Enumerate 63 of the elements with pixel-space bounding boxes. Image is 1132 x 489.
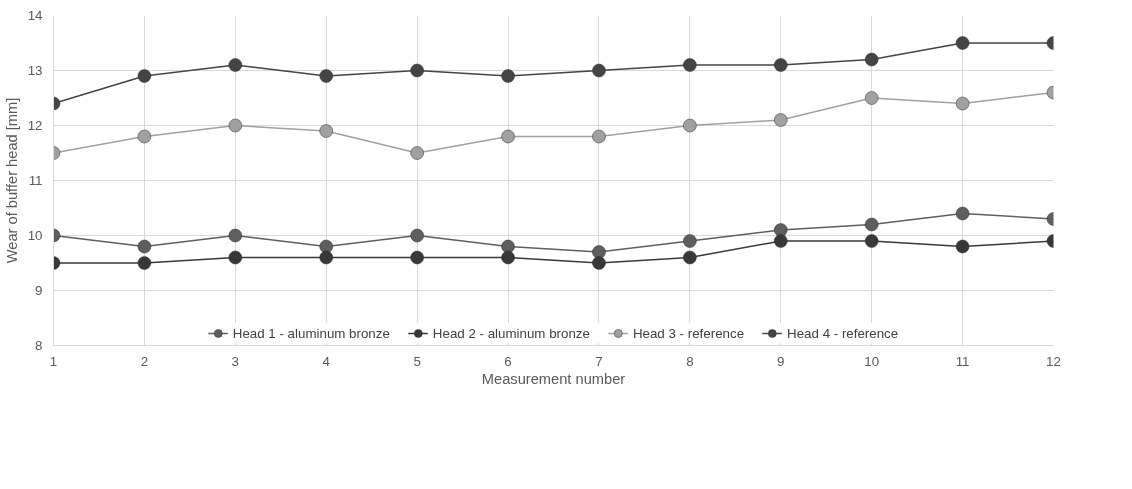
point [410,250,424,265]
y-tick-label: 8 [35,338,43,353]
legend-label: Head 4 - reference [787,325,899,341]
point [592,245,606,259]
x-tick-label: 4 [322,353,331,369]
point [864,91,879,105]
x-tick-label: 10 [864,353,880,369]
point [683,234,697,248]
legend-label: Head 2 - aluminum bronze [432,325,590,341]
x-tick-label: 3 [231,353,240,369]
point [683,118,697,133]
point [592,256,606,270]
point [501,129,515,144]
point [683,58,697,72]
legend-label: Head 3 - reference [632,325,745,341]
x-tick-label: 5 [413,353,421,369]
point [137,256,152,270]
y-axis-title: Wear of buffer head [mm] [3,97,20,264]
x-tick-label: 8 [686,353,694,369]
point [137,69,152,83]
point [955,206,970,221]
point [592,129,606,144]
point [955,96,970,111]
point [228,228,243,243]
y-tick-label: 12 [27,118,43,133]
point [137,239,152,254]
point [319,124,333,138]
point [864,234,879,248]
x-tick-label: 7 [595,353,603,369]
point [864,217,879,232]
x-tick-label: 9 [777,353,785,369]
legend-label: Head 1 - aluminum bronze [232,325,390,341]
point [501,250,515,265]
point [410,146,424,160]
y-tick-label: 13 [27,63,43,78]
y-tick-label: 11 [28,173,43,188]
x-axis-title: Measurement number [481,370,626,387]
point [319,69,333,83]
x-tick-label: 6 [504,353,512,369]
point [501,69,515,83]
point [683,250,697,265]
point [774,234,788,248]
x-tick-label: 2 [140,353,149,369]
point [774,58,788,72]
y-tick-label: 9 [35,283,43,298]
point [774,223,788,237]
point [228,250,243,265]
point [774,113,788,127]
point [592,63,606,78]
x-tick-label: 11 [955,353,970,369]
x-tick-label: 12 [1046,353,1061,369]
point [410,63,424,78]
point [137,129,152,144]
point [955,239,970,254]
point [955,36,970,50]
y-tick-label: 10 [27,228,43,243]
point [410,228,424,243]
y-tick-label: 14 [27,8,44,23]
point [319,250,333,265]
point [864,52,879,67]
x-tick-label: 1 [49,353,58,369]
point [228,58,243,72]
point [228,118,243,133]
